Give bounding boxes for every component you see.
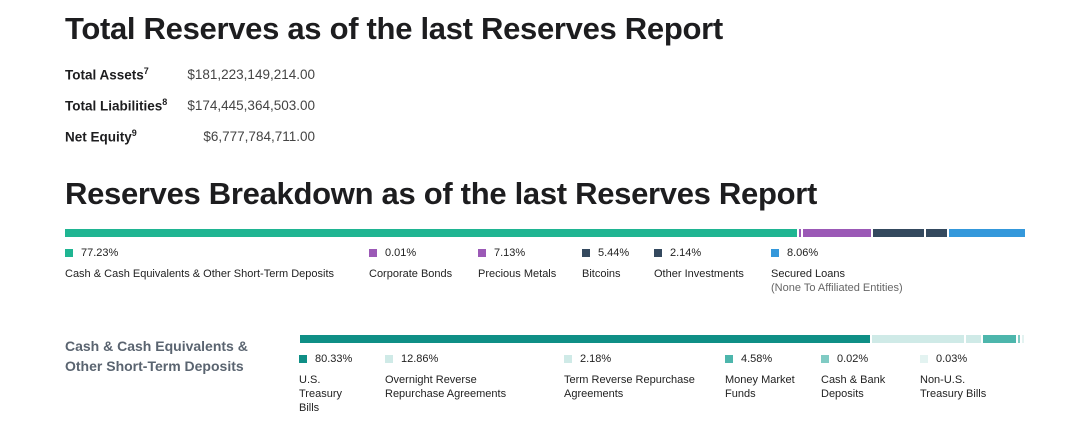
bar-segment-1 — [872, 335, 964, 343]
legend-bitcoins: 5.44% Bitcoins — [582, 247, 630, 280]
legend-swatch — [299, 355, 307, 363]
legend-precious-metals: 7.13% Precious Metals — [478, 247, 557, 280]
bar-segment-0 — [300, 335, 871, 343]
total-assets-label: Total Assets7 — [65, 66, 149, 83]
total-liabilities-value: $174,445,364,503.00 — [187, 98, 315, 113]
legend-overnight-reverse-repo: 12.86% Overnight Reverse Repurchase Agre… — [385, 353, 507, 400]
legend-swatch — [771, 249, 779, 257]
cash-breakdown-bar — [300, 335, 1024, 343]
legend-swatch — [582, 249, 590, 257]
bar-segment-0 — [65, 229, 798, 237]
legend-swatch — [654, 249, 662, 257]
bar-segment-1 — [799, 229, 802, 237]
legend-swatch — [385, 355, 393, 363]
legend-secured-loans: 8.06% Secured Loans (None To Affiliated … — [771, 247, 903, 294]
legend-swatch — [564, 355, 572, 363]
total-reserves-title: Total Reserves as of the last Reserves R… — [65, 11, 723, 46]
legend-swatch — [821, 355, 829, 363]
net-equity-value: $6,777,784,711.00 — [203, 129, 315, 144]
legend-swatch — [478, 249, 486, 257]
total-assets-value: $181,223,149,214.00 — [187, 67, 315, 82]
bar-segment-3 — [983, 335, 1016, 343]
legend-non-us-treasury-bills: 0.03% Non-U.S. Treasury Bills — [920, 353, 987, 400]
bar-segment-4 — [1017, 335, 1020, 343]
cash-breakdown-heading: Cash & Cash Equivalents & Other Short-Te… — [65, 338, 248, 375]
net-equity-label: Net Equity9 — [65, 128, 137, 145]
legend-cash: 77.23% Cash & Cash Equivalents & Other S… — [65, 247, 335, 280]
legend-us-treasury-bills: 80.33% U.S. Treasury Bills — [299, 353, 353, 414]
bar-segment-2 — [965, 335, 982, 343]
legend-corporate-bonds: 0.01% Corporate Bonds — [369, 247, 453, 280]
legend-swatch — [369, 249, 377, 257]
bar-segment-3 — [872, 229, 925, 237]
bar-segment-5 — [1021, 335, 1024, 343]
reserves-breakdown-bar — [65, 229, 1025, 237]
legend-swatch — [65, 249, 73, 257]
legend-term-reverse-repo: 2.18% Term Reverse Repurchase Agreements — [564, 353, 695, 400]
bar-segment-4 — [926, 229, 947, 237]
reserves-breakdown-title: Reserves Breakdown as of the last Reserv… — [65, 176, 818, 211]
bar-segment-2 — [803, 229, 871, 237]
legend-swatch — [725, 355, 733, 363]
bar-segment-5 — [948, 229, 1025, 237]
legend-cash-bank-deposits: 0.02% Cash & Bank Deposits — [821, 353, 886, 400]
legend-other-investments: 2.14% Other Investments — [654, 247, 744, 280]
legend-money-market-funds: 4.58% Money Market Funds — [725, 353, 795, 400]
total-liabilities-label: Total Liabilities8 — [65, 97, 168, 114]
legend-swatch — [920, 355, 928, 363]
